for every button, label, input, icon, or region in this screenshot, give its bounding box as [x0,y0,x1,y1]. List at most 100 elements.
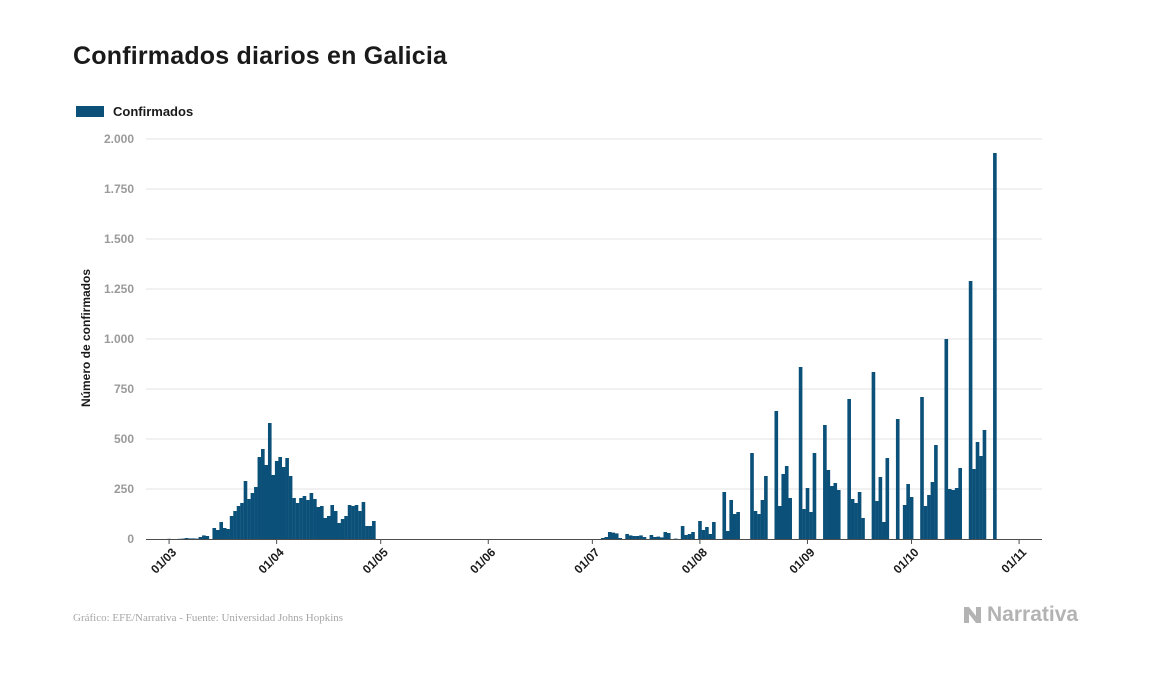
bar [993,153,997,539]
bar [809,512,813,539]
y-tick-label: 1.250 [104,282,134,296]
y-tick-label: 500 [114,432,134,446]
bar [635,536,640,539]
bar [951,490,956,539]
narrativa-icon [964,607,981,623]
bar [205,536,210,539]
bar [278,457,282,539]
bar [847,399,851,539]
bar [191,538,196,539]
x-tick-label: 01/05 [360,545,391,576]
y-tick-label: 0 [127,532,134,546]
bar [309,493,314,539]
bar [628,535,633,539]
bar [982,430,987,539]
bar [830,486,834,539]
bar [750,453,754,539]
bar [333,511,338,539]
bar [698,521,702,539]
bar [226,529,230,539]
bar [361,502,366,539]
bar [313,499,317,539]
bar [330,505,335,539]
bar [198,537,203,539]
bar [202,535,206,539]
x-tick-label: 01/09 [786,545,817,576]
bar [261,449,265,539]
bar [729,500,734,539]
bar [233,511,237,539]
bar [656,536,661,539]
bar [604,537,609,539]
bar [712,522,716,539]
bar [184,538,189,539]
bar [372,521,376,539]
bar [320,506,324,539]
bar [757,514,761,539]
bar [618,538,622,539]
bar [632,536,636,539]
bar [861,518,865,539]
bar [781,474,786,539]
x-tick-label: 01/08 [679,545,710,576]
source-note: Gráfico: EFE/Narrativa - Fuente: Univers… [73,612,344,624]
x-tick-label: 01/10 [891,545,922,576]
brand-logo: Narrativa [963,603,1078,627]
bar [784,466,789,539]
bar [805,488,810,539]
gridlines [146,138,1042,490]
bar [285,458,289,539]
bar [326,516,331,539]
bar [882,522,886,539]
bar [691,532,695,539]
bar [660,537,664,539]
bar [934,445,938,539]
bar [219,522,224,539]
bar [902,505,907,539]
legend: Confirmados [76,104,193,119]
x-tick-label: 01/04 [256,545,287,576]
bar [607,532,612,539]
bar [812,453,817,539]
bar [774,411,779,539]
y-axis-ticks: 0 250 500 750 1.000 1.250 1.500 1.750 2.000 [104,132,134,546]
bar [857,492,862,539]
bar [760,500,765,539]
bar [764,476,768,539]
bar [947,489,952,539]
bar [240,503,244,539]
bar [923,506,928,539]
bar [295,503,300,539]
bar [836,490,841,539]
bar [316,507,321,539]
bar [302,496,307,539]
bar [930,482,935,539]
y-tick-label: 1.750 [104,182,134,196]
bar [639,535,643,539]
bar [972,469,976,539]
bar [833,483,838,539]
bar [347,505,352,539]
bar [663,532,668,539]
x-tick-label: 01/07 [571,545,602,576]
x-axis-ticks: 01/03 01/04 01/05 01/06 01/07 01/08 01/09 01/10… [148,539,1029,576]
y-tick-label: 1.500 [104,232,134,246]
bar [653,537,657,539]
bar [625,534,629,539]
bar [736,512,740,539]
y-tick-label: 1.000 [104,332,134,346]
bar [236,506,241,539]
y-tick-label: 2.000 [104,132,134,146]
bar [975,442,980,539]
bar [954,488,959,539]
bar [267,423,272,539]
bar [288,476,293,539]
bar [722,492,727,539]
bar [323,518,328,539]
bar [909,497,914,539]
bar [878,477,883,539]
bar [229,516,234,539]
bar [337,523,341,539]
bar [292,498,296,539]
